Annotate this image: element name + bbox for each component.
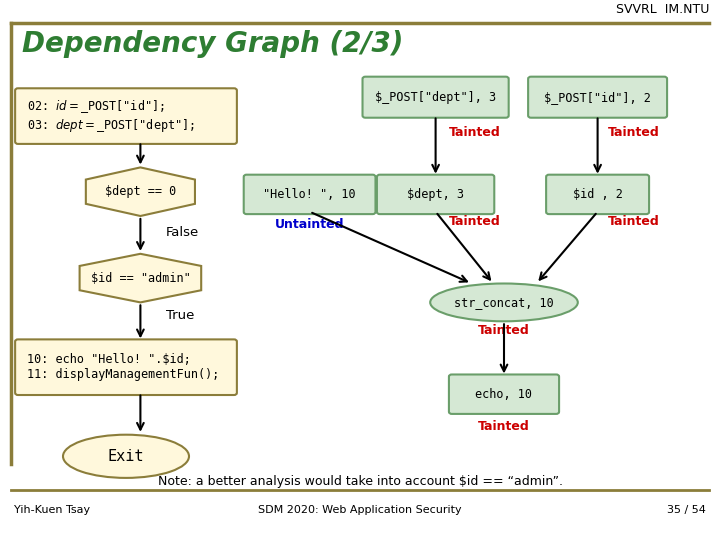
Text: echo, 10: echo, 10 [475,388,533,401]
FancyBboxPatch shape [377,174,494,214]
Text: $dept, 3: $dept, 3 [407,188,464,201]
Text: str_concat, 10: str_concat, 10 [454,296,554,309]
FancyBboxPatch shape [15,88,237,144]
Polygon shape [80,254,201,302]
Text: Tainted: Tainted [478,324,530,337]
FancyBboxPatch shape [362,77,508,118]
Text: SDM 2020: Web Application Security: SDM 2020: Web Application Security [258,505,462,515]
Text: True: True [166,309,194,322]
Polygon shape [86,167,195,216]
Text: SVVRL  IM.NTU: SVVRL IM.NTU [616,3,709,16]
Text: Tainted: Tainted [478,420,530,433]
Text: $id == "admin": $id == "admin" [91,272,190,285]
FancyBboxPatch shape [449,375,559,414]
Ellipse shape [63,435,189,478]
Text: 02: $id = $_POST["id"];
03: $dept = $_POST["dept"];: 02: $id = $_POST["id"]; 03: $dept = $_PO… [27,98,194,134]
Ellipse shape [430,284,577,321]
FancyBboxPatch shape [528,77,667,118]
FancyBboxPatch shape [546,174,649,214]
Text: Untainted: Untainted [275,218,344,231]
Text: $_POST["id"], 2: $_POST["id"], 2 [544,91,651,104]
Text: $dept == 0: $dept == 0 [105,185,176,198]
Text: Yih-Kuen Tsay: Yih-Kuen Tsay [14,505,91,515]
FancyBboxPatch shape [15,339,237,395]
Text: "Hello! ", 10: "Hello! ", 10 [264,188,356,201]
Text: $id , 2: $id , 2 [572,188,623,201]
Text: 10: echo "Hello! ".$id;
11: displayManagementFun();: 10: echo "Hello! ".$id; 11: displayManag… [27,353,219,381]
Text: False: False [166,226,199,239]
Text: Dependency Graph (2/3): Dependency Graph (2/3) [22,30,403,58]
Text: Note: a better analysis would take into account $id == “admin”.: Note: a better analysis would take into … [158,475,562,488]
Text: Tainted: Tainted [608,215,660,228]
Text: 35 / 54: 35 / 54 [667,505,706,515]
FancyBboxPatch shape [243,174,376,214]
Text: Exit: Exit [108,449,144,464]
Text: $_POST["dept"], 3: $_POST["dept"], 3 [375,91,496,104]
Text: Tainted: Tainted [449,215,501,228]
Text: Tainted: Tainted [449,126,501,139]
Text: Tainted: Tainted [608,126,660,139]
